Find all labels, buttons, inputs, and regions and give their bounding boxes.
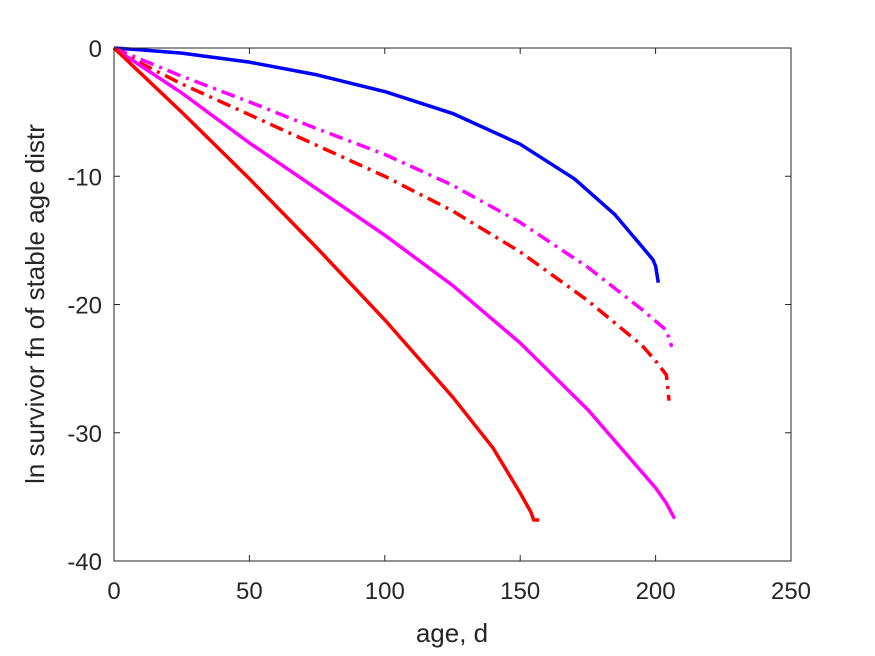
- x-tick-label: 0: [107, 578, 120, 605]
- series-line-4: [113, 46, 677, 520]
- series-line-2: [113, 46, 674, 348]
- series-line-5: [112, 46, 540, 522]
- x-tick-label: 100: [365, 578, 405, 605]
- series-line-1: [113, 46, 661, 283]
- series-line-3: [113, 46, 671, 401]
- x-axis-label: age, d: [416, 618, 488, 648]
- y-tick-label: -20: [67, 293, 102, 320]
- series-layer: [112, 46, 677, 522]
- y-tick-label: -30: [67, 421, 102, 448]
- x-tick-label: 150: [500, 578, 540, 605]
- y-tick-label: -40: [67, 549, 102, 576]
- plot-area: [114, 48, 791, 561]
- y-tick-label: 0: [89, 36, 102, 63]
- tick-layer: 0 50 100 150 200 250 0 -10 -20 -30 -40: [67, 36, 811, 605]
- y-axis-label: ln survivor fn of stable age distr: [20, 124, 50, 484]
- y-tick-label: -10: [67, 164, 102, 191]
- x-tick-label: 50: [236, 578, 263, 605]
- x-tick-label: 250: [771, 578, 811, 605]
- x-tick-label: 200: [636, 578, 676, 605]
